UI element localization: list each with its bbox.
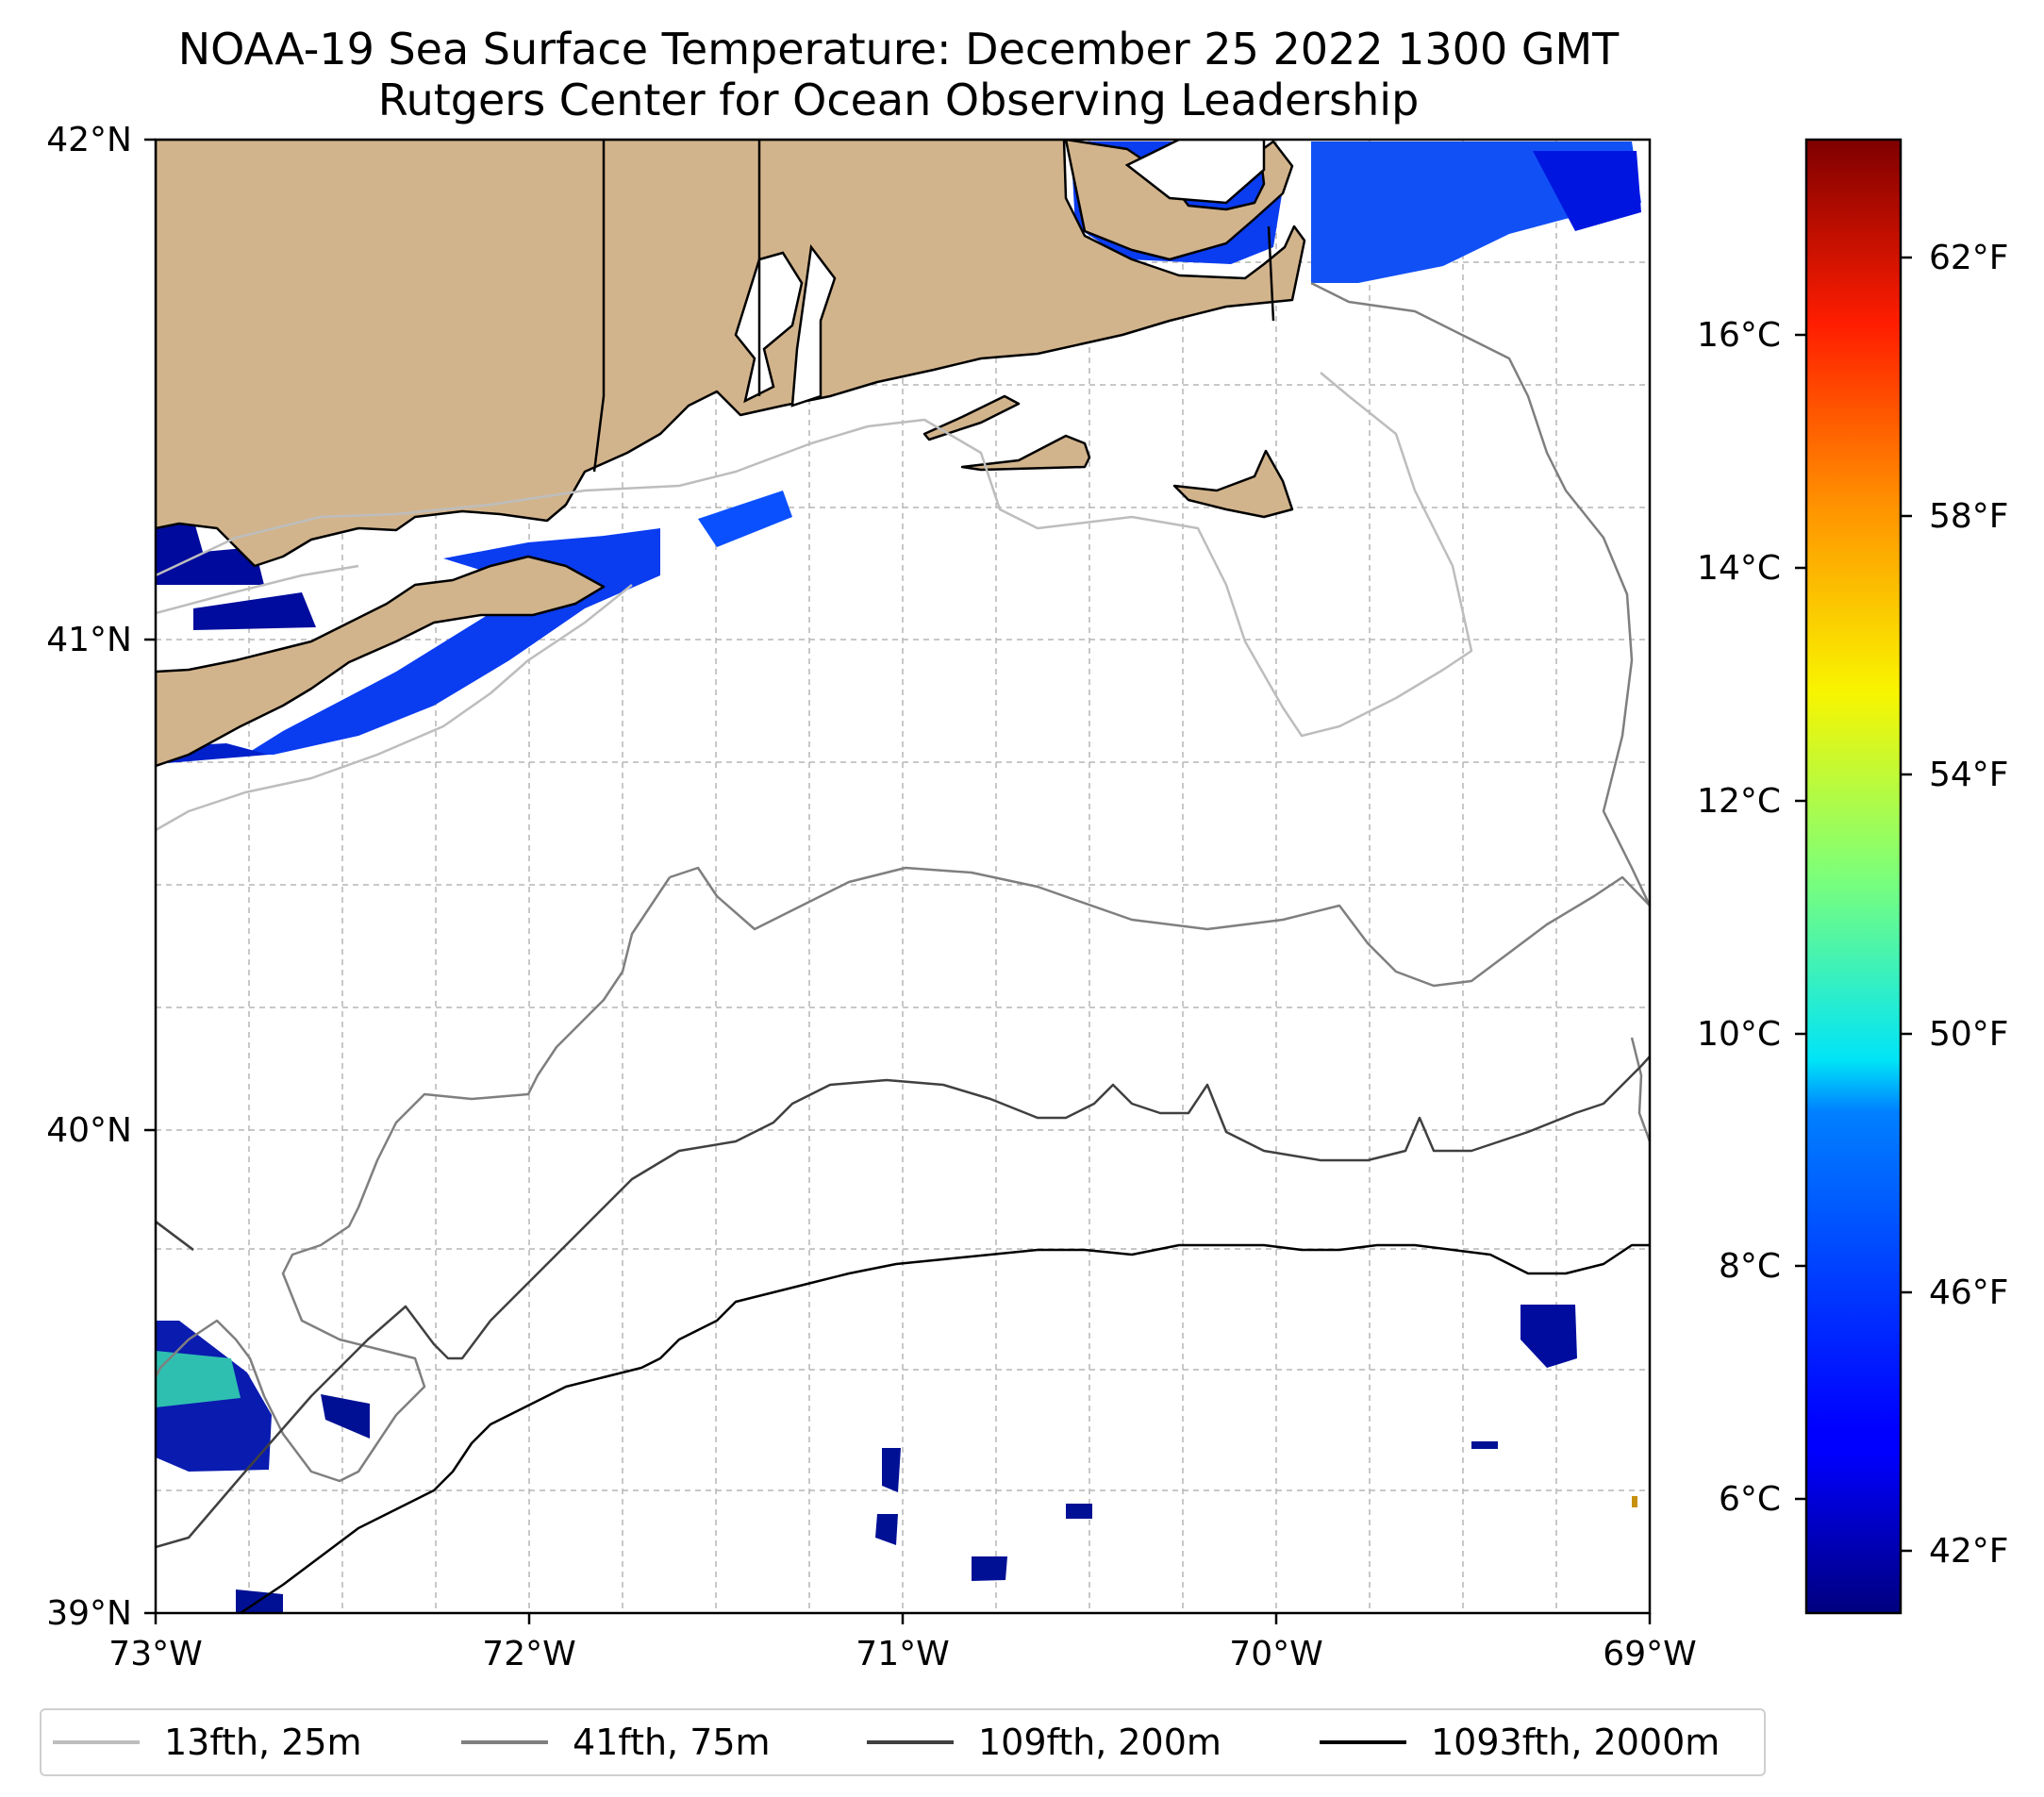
contour-2000m [240,1243,1650,1613]
colorbar-f-50: 50°F [1929,1015,2009,1054]
legend-swatch-2000m [1320,1740,1406,1744]
long-island [156,555,606,768]
colorbar-f-46: 46°F [1929,1273,2009,1312]
contour-75m [156,281,1650,1483]
colorbar-c-10: 10°C [1697,1015,1781,1054]
lat-label-39: 39°N [46,1594,132,1633]
axis-ticks [144,138,1652,1624]
lat-label-42: 42°N [46,121,132,159]
bays [734,140,1266,408]
chart-title: NOAA-19 Sea Surface Temperature: Decembe… [177,24,1620,75]
lon-label-70: 70°W [1229,1635,1322,1673]
lon-label-73: 73°W [108,1635,202,1673]
colorbar [1804,138,1903,1615]
colorbar-c-8: 8°C [1719,1247,1781,1286]
legend-item-200m: 109fth, 200m [867,1710,1221,1774]
legend-swatch-200m [867,1740,954,1744]
legend: 13fth, 25m 41fth, 75m 109fth, 200m 1093f… [40,1708,1766,1776]
legend-item-2000m: 1093fth, 2000m [1320,1710,1720,1774]
colorbar-f-54: 54°F [1929,756,2009,794]
new-england-land [156,140,1306,568]
colorbar-f-42: 42°F [1929,1532,2009,1571]
colorbar-ticks [1795,256,1912,1553]
contour-200m [156,1056,1650,1549]
lon-label-69: 69°W [1603,1635,1696,1673]
lat-label-41: 41°N [46,621,132,659]
colorbar-c-14: 14°C [1697,549,1781,588]
chart-subtitle: Rutgers Center for Ocean Observing Leade… [377,75,1420,125]
elizabeth-islands [922,394,1021,441]
legend-label-75m: 41fth, 75m [573,1722,771,1763]
contour-25m [156,372,1473,832]
lon-label-71: 71°W [856,1635,949,1673]
legend-item-25m: 13fth, 25m [53,1710,362,1774]
bathymetry-contours [156,281,1650,1613]
legend-label-200m: 109fth, 200m [978,1722,1221,1763]
colorbar-f-58: 58°F [1929,497,2009,536]
legend-swatch-75m [461,1740,548,1744]
colorbar-c-16: 16°C [1697,316,1781,355]
lon-label-72: 72°W [482,1635,575,1673]
state-boundaries [592,140,1275,473]
marthas-vineyard [960,434,1091,472]
legend-label-2000m: 1093fth, 2000m [1431,1722,1720,1763]
colorbar-c-6: 6°C [1719,1480,1781,1519]
colorbar-c-12: 12°C [1697,782,1781,821]
lat-label-40: 40°N [46,1111,132,1150]
legend-label-25m: 13fth, 25m [164,1722,362,1763]
colorbar-f-62: 62°F [1929,239,2009,277]
nantucket [1172,449,1294,519]
legend-item-75m: 41fth, 75m [461,1710,771,1774]
legend-swatch-25m [53,1740,140,1744]
